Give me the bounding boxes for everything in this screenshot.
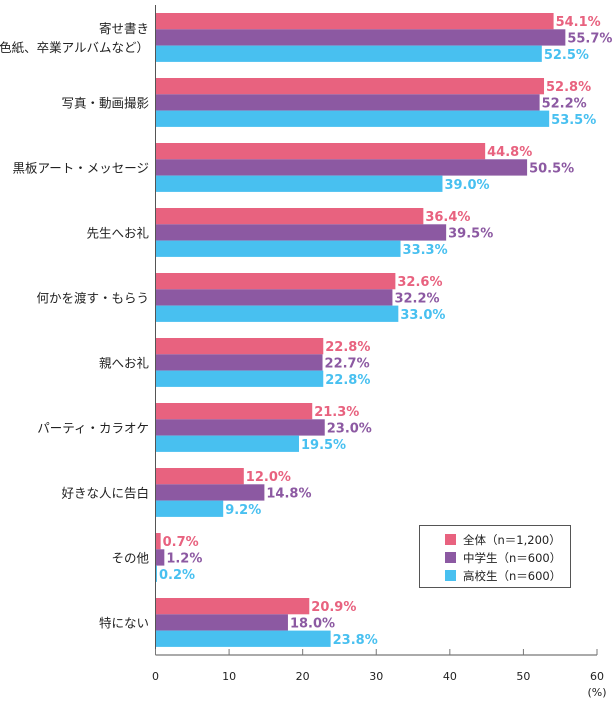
x-tick-label: 0 — [152, 670, 159, 683]
data-label: 44.8% — [487, 145, 532, 160]
legend-label: 全体（n＝1,200） — [463, 533, 561, 547]
x-tick-label: 40 — [443, 670, 457, 683]
bar — [155, 29, 566, 46]
category-label: 特にない — [99, 615, 149, 630]
data-label: 1.2% — [166, 551, 202, 566]
data-label: 52.8% — [546, 80, 591, 95]
bar — [155, 533, 161, 550]
x-tick-label: 60 — [590, 670, 604, 683]
data-label: 9.2% — [225, 503, 261, 518]
x-tick-label: 30 — [369, 670, 383, 683]
bar — [155, 94, 540, 111]
data-label: 20.9% — [311, 600, 356, 615]
data-label: 54.1% — [556, 15, 601, 30]
bar — [155, 565, 157, 582]
bar — [155, 208, 424, 225]
legend-swatch — [445, 534, 456, 545]
bar — [155, 224, 447, 241]
x-tick-label: 10 — [222, 670, 236, 683]
data-label: 22.8% — [325, 373, 370, 388]
category-label: 黒板アート・メッセージ — [12, 160, 149, 175]
data-label: 52.5% — [544, 48, 589, 63]
data-label: 23.8% — [333, 633, 378, 648]
bar — [155, 305, 399, 322]
data-label: 0.2% — [159, 568, 195, 583]
bar — [155, 110, 550, 127]
category-label: パーティ・カラオケ — [37, 420, 149, 435]
bar — [155, 289, 393, 306]
bar — [155, 403, 313, 420]
bar — [155, 484, 265, 501]
data-label: 52.2% — [542, 96, 587, 111]
data-label: 33.0% — [400, 308, 445, 323]
x-axis-unit: (%) — [587, 686, 606, 699]
data-label: 53.5% — [551, 113, 596, 128]
bar — [155, 370, 324, 387]
data-label: 23.0% — [327, 421, 372, 436]
data-label: 22.8% — [325, 340, 370, 355]
data-label: 55.7% — [567, 31, 612, 46]
data-label: 22.7% — [325, 356, 370, 371]
category-label: 好きな人に告白 — [61, 485, 149, 500]
data-label: 33.3% — [403, 243, 448, 258]
bar — [155, 354, 323, 371]
bar — [155, 78, 545, 95]
data-label: 14.8% — [266, 486, 311, 501]
category-label: 先生へお礼 — [86, 225, 149, 240]
category-label: （色紙、卒業アルバムなど） — [0, 40, 149, 55]
bar — [155, 175, 443, 192]
bar — [155, 273, 396, 290]
bar — [155, 338, 324, 355]
category-label: 親へお礼 — [99, 355, 149, 370]
bar — [155, 549, 165, 566]
bar — [155, 240, 401, 257]
category-label: その他 — [111, 550, 149, 565]
x-tick-label: 50 — [516, 670, 530, 683]
data-label: 18.0% — [290, 616, 335, 631]
legend-label: 高校生（n＝600） — [463, 569, 561, 583]
bar — [155, 435, 299, 452]
bar — [155, 598, 310, 615]
bar — [155, 13, 554, 30]
data-label: 36.4% — [425, 210, 470, 225]
bar — [155, 143, 486, 160]
data-label: 21.3% — [314, 405, 359, 420]
data-label: 39.0% — [444, 178, 489, 193]
data-label: 0.7% — [163, 535, 199, 550]
category-label: 寄せ書き — [99, 21, 149, 36]
legend-swatch — [445, 570, 456, 581]
x-tick-label: 20 — [296, 670, 310, 683]
legend-swatch — [445, 552, 456, 563]
bar — [155, 159, 528, 176]
legend-label: 中学生（n＝600） — [463, 551, 561, 565]
data-label: 32.6% — [397, 275, 442, 290]
bar — [155, 468, 244, 485]
data-label: 39.5% — [448, 226, 493, 241]
legend-box — [419, 525, 571, 588]
bar — [155, 419, 325, 436]
data-label: 12.0% — [246, 470, 291, 485]
category-label: 写真・動画撮影 — [61, 95, 149, 110]
bar — [155, 614, 288, 631]
data-label: 19.5% — [301, 438, 346, 453]
bar — [155, 45, 542, 62]
data-label: 32.2% — [394, 291, 439, 306]
category-label: 何かを渡す・もらう — [36, 290, 149, 305]
bar — [155, 630, 331, 647]
bar — [155, 500, 224, 517]
data-label: 50.5% — [529, 161, 574, 176]
